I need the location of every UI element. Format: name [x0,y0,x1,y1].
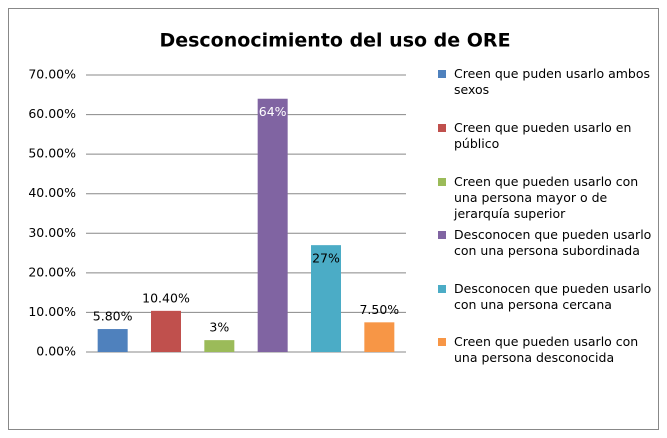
bar [204,340,235,352]
chart-border [8,8,659,430]
legend-swatch [438,231,446,239]
data-label: 27% [312,251,340,266]
legend-swatch [438,178,446,186]
y-tick-label: 50.00% [28,146,76,161]
data-label: 10.40% [142,290,190,305]
bar [364,322,395,352]
bar [311,245,341,352]
y-tick-label: 60.00% [28,106,76,121]
legend-text: Desconocen que pueden usarlo con una per… [454,227,652,258]
data-label: 5.80% [93,309,133,324]
y-tick-label: 30.00% [28,225,76,240]
legend-text: Creen que pueden usarlo en público [454,120,632,151]
data-label: 3% [209,320,229,335]
data-label: 7.50% [359,302,399,317]
y-tick-label: 40.00% [28,185,76,200]
bar [257,98,288,352]
chart-title: Desconocimiento del uso de ORE [159,30,510,52]
legend-swatch [438,285,446,293]
bar [151,310,181,352]
legend-text: Creen que pueden usarlo con una persona … [454,334,639,365]
legend-swatch [438,70,446,78]
bar [97,329,128,352]
legend-swatch [438,338,446,346]
y-tick-label: 70.00% [28,67,76,82]
y-tick-label: 20.00% [28,264,76,279]
y-tick-label: 10.00% [28,304,76,319]
legend-text: Creen que puden usarlo ambos sexos [454,66,651,97]
legend-text: Creen que pueden usarlo con una persona … [454,174,639,221]
y-tick-label: 0.00% [36,344,76,359]
legend-swatch [438,124,446,132]
data-label: 64% [259,104,287,119]
legend-text: Desconocen que pueden usarlo con una per… [454,281,652,312]
